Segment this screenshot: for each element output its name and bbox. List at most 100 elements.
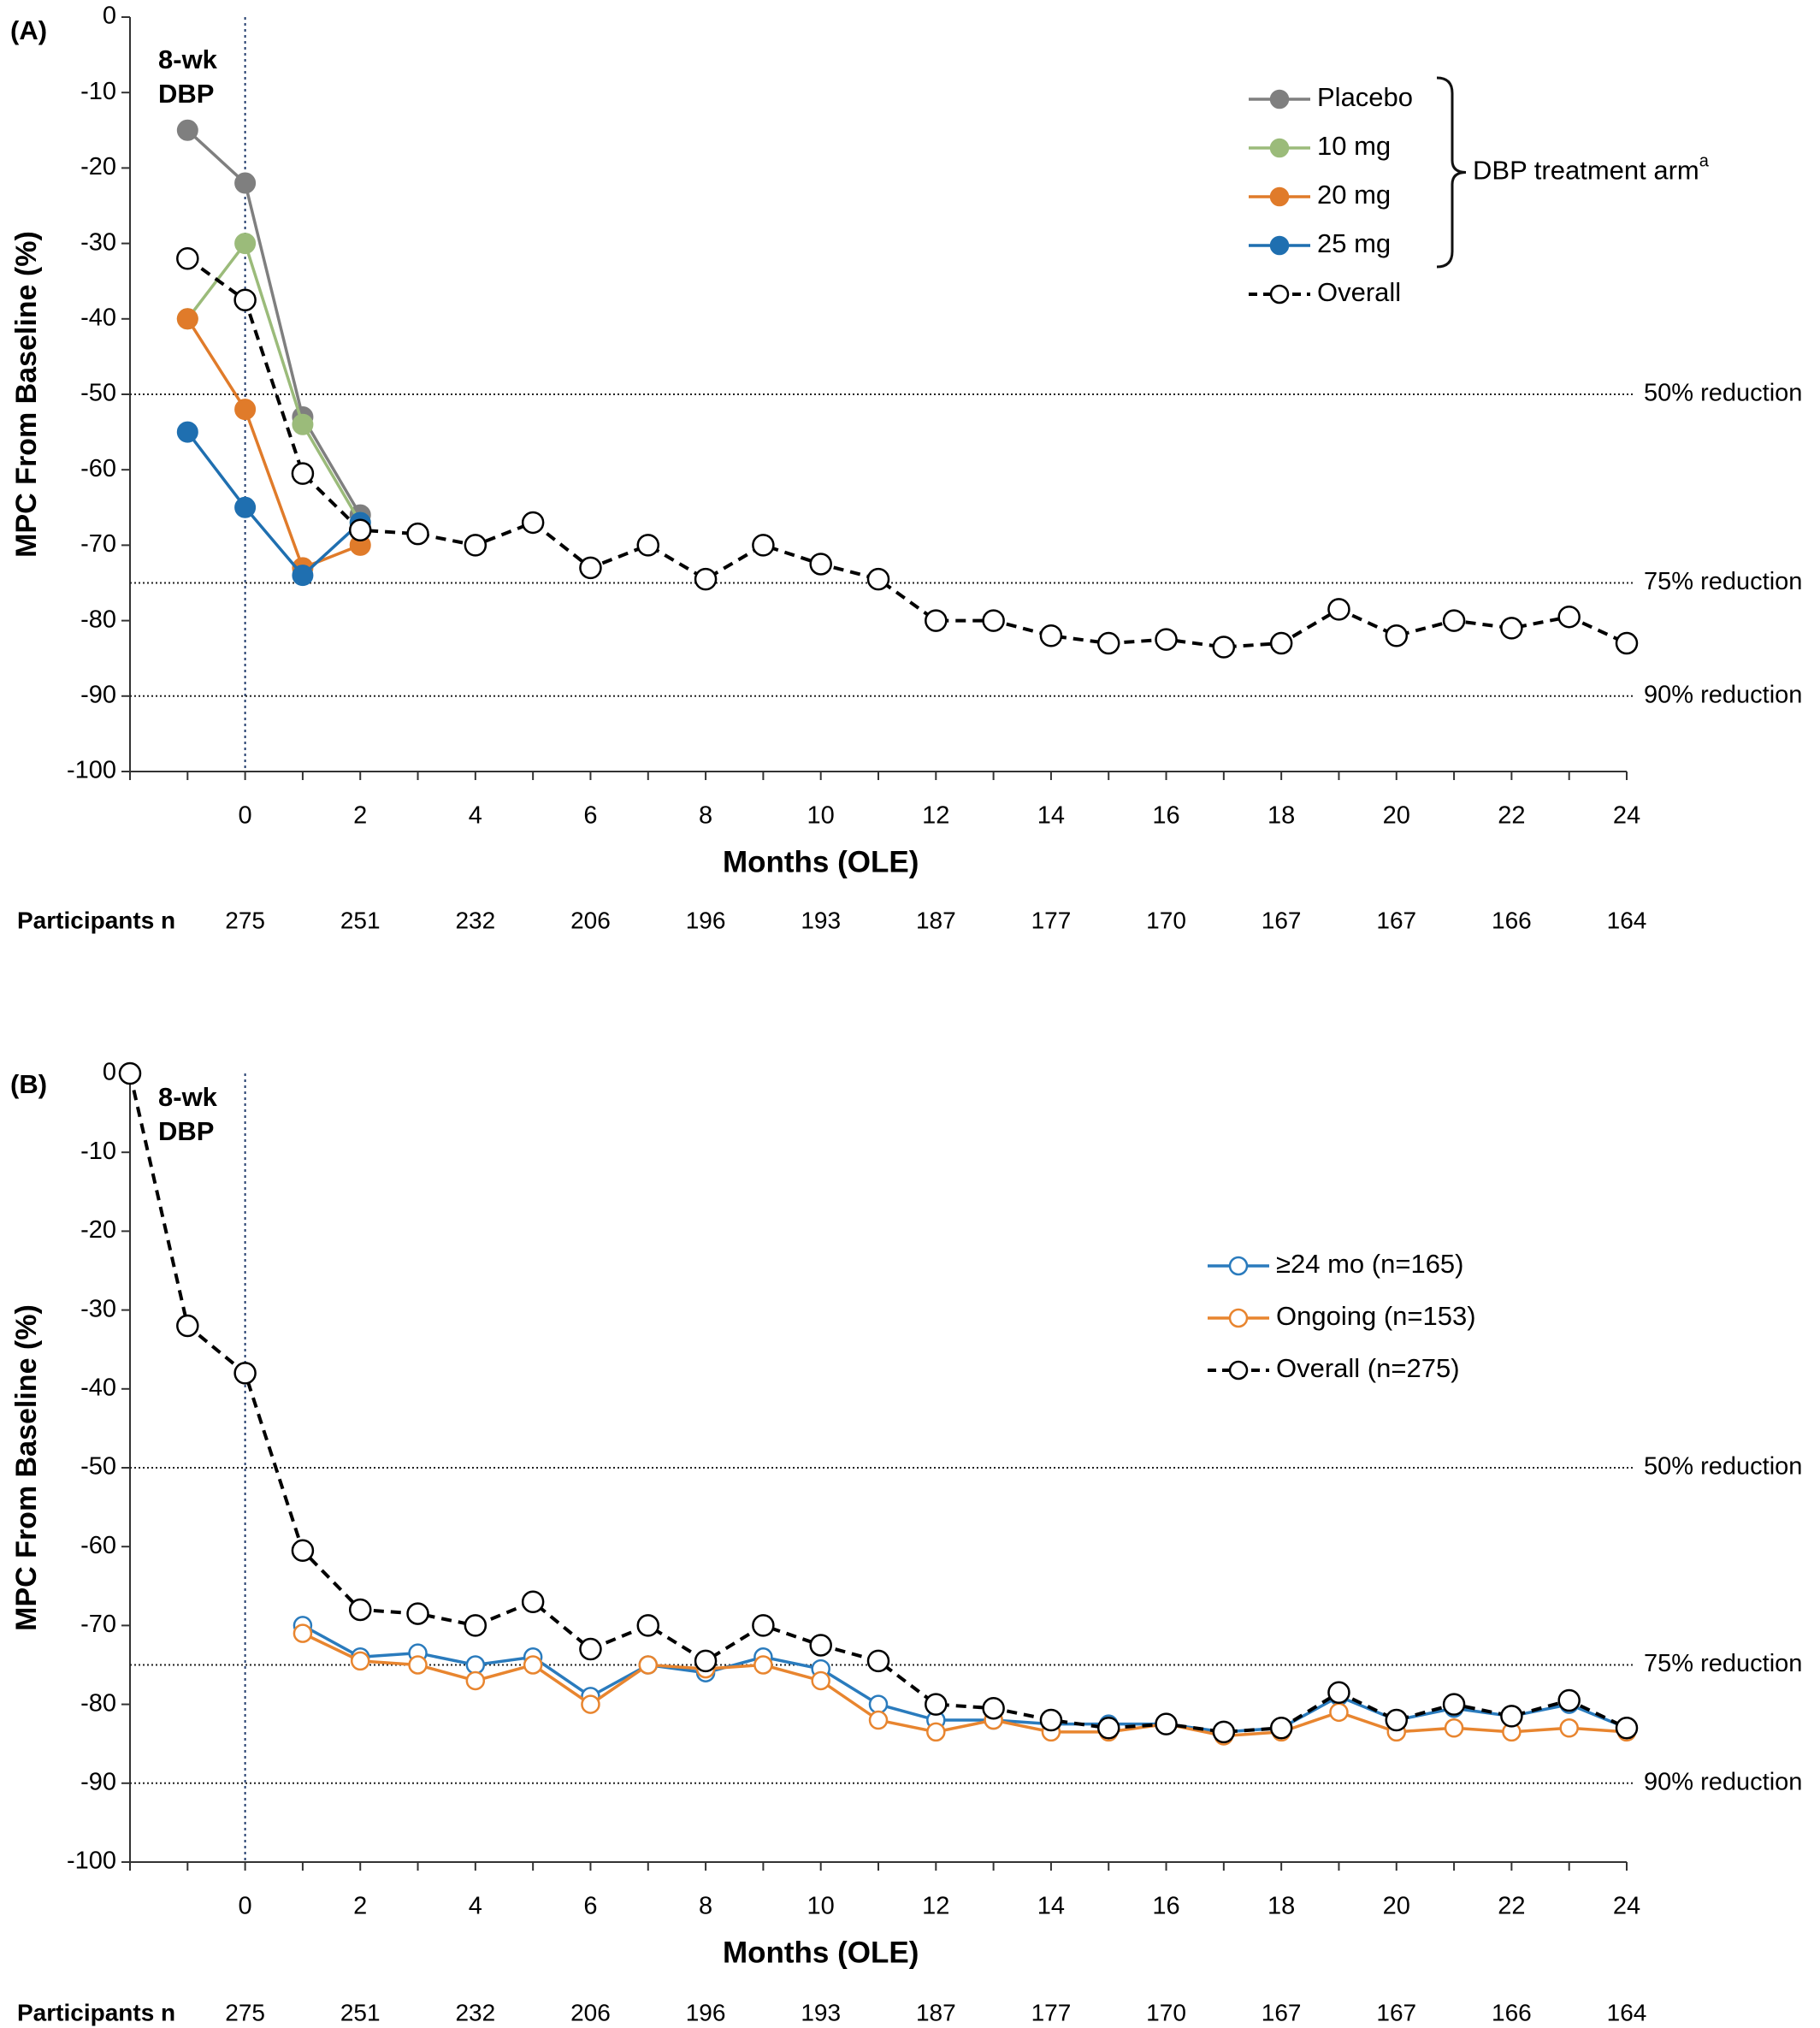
data-point <box>1557 605 1581 629</box>
data-point <box>464 1614 488 1637</box>
legend-marker <box>1269 235 1290 256</box>
participants-count: 251 <box>340 1999 381 2025</box>
series-line <box>302 1623 1628 1734</box>
data-point <box>982 609 1005 632</box>
data-point <box>925 609 948 632</box>
participants-count: 232 <box>455 1999 495 2025</box>
legend-label: 25 mg <box>1317 228 1391 258</box>
data-point <box>1442 1693 1466 1716</box>
x-axis-title: Months (OLE) <box>723 845 919 878</box>
data-point <box>1557 1688 1581 1712</box>
x-tick-label: 6 <box>583 802 597 830</box>
legend-label: 10 mg <box>1317 131 1391 161</box>
data-point <box>579 1637 602 1661</box>
x-axis-title: Months (OLE) <box>723 1936 919 1969</box>
x-tick-label: 10 <box>807 802 835 830</box>
x-tick-label: 22 <box>1498 802 1525 830</box>
dbp-period-label: DBP <box>158 79 214 109</box>
data-point <box>1039 624 1063 647</box>
data-point <box>982 1696 1005 1720</box>
legend-bracket-superscript: a <box>1699 152 1710 171</box>
legend-bracket <box>1436 76 1467 269</box>
data-point <box>176 421 198 443</box>
participants-count: 193 <box>801 1999 841 2025</box>
reference-line-label: 50% reduction <box>1644 380 1802 407</box>
y-tick-label: -40 <box>80 1374 116 1401</box>
participants-count: 232 <box>455 907 495 933</box>
participants-count: 167 <box>1376 907 1416 933</box>
participants-count: 196 <box>686 907 726 933</box>
data-point <box>1096 631 1120 655</box>
dbp-period-label: 8-wk <box>158 1082 218 1112</box>
data-point <box>234 233 257 255</box>
x-tick-label: 4 <box>469 802 482 830</box>
participants-label: Participants n <box>17 907 175 933</box>
legend-marker <box>1228 1308 1249 1328</box>
legend-marker <box>1269 284 1290 304</box>
data-point <box>176 119 198 141</box>
x-tick-label: 10 <box>807 1893 835 1920</box>
y-axis-title: MPC From Baseline (%) <box>10 1304 43 1631</box>
y-tick-label: -60 <box>80 1532 116 1559</box>
data-point <box>866 567 890 591</box>
data-point <box>1155 1712 1178 1735</box>
data-point <box>233 288 257 311</box>
data-point <box>1039 1708 1063 1732</box>
legend-marker <box>1269 138 1290 158</box>
data-point <box>1559 1718 1579 1738</box>
data-point <box>292 1623 313 1643</box>
x-tick-label: 0 <box>239 1893 252 1920</box>
y-tick-label: -70 <box>80 1611 116 1638</box>
data-point <box>752 534 775 557</box>
y-tick-label: -100 <box>67 757 116 784</box>
data-point <box>581 1694 600 1714</box>
participants-count: 193 <box>801 907 841 933</box>
y-tick-label: -30 <box>80 1295 116 1322</box>
data-point <box>694 1649 718 1673</box>
participants-count: 167 <box>1376 1999 1416 2025</box>
data-point <box>176 308 198 330</box>
data-point <box>465 1655 486 1675</box>
data-point <box>1615 1717 1639 1740</box>
data-point <box>925 1693 948 1716</box>
data-point <box>176 246 199 270</box>
legend-label: Overall <box>1317 277 1401 307</box>
x-tick-label: 8 <box>699 1893 712 1920</box>
data-point <box>636 534 660 557</box>
y-tick-label: -10 <box>80 78 116 105</box>
data-point <box>636 1614 660 1637</box>
x-tick-label: 20 <box>1383 802 1410 830</box>
data-point <box>348 1598 372 1622</box>
data-point <box>1500 1705 1523 1728</box>
participants-count: 187 <box>916 1999 956 2025</box>
data-point <box>811 1670 830 1691</box>
data-point <box>1615 631 1639 655</box>
x-tick-label: 20 <box>1383 1893 1410 1920</box>
y-tick-label: -90 <box>80 681 116 708</box>
data-point <box>752 1614 775 1637</box>
data-point <box>1500 617 1523 640</box>
data-point <box>1096 1717 1120 1740</box>
data-point <box>809 553 832 576</box>
legend-label: 20 mg <box>1317 180 1391 210</box>
data-point <box>868 1710 889 1730</box>
legend-label: Ongoing (n=153) <box>1276 1301 1476 1331</box>
data-point <box>406 522 429 546</box>
data-point <box>1329 1702 1349 1723</box>
data-point <box>521 1590 545 1613</box>
data-point <box>1212 636 1236 659</box>
data-point <box>638 1655 659 1675</box>
participants-count: 164 <box>1607 1999 1647 2025</box>
data-point <box>1155 628 1178 651</box>
data-point <box>1269 631 1293 655</box>
series-line <box>186 129 362 517</box>
participants-count: 196 <box>686 1999 726 2025</box>
x-tick-label: 14 <box>1037 802 1065 830</box>
participants-count: 187 <box>916 907 956 933</box>
data-point <box>926 1722 946 1742</box>
participants-label: Participants n <box>17 1999 175 2025</box>
dbp-period-label: 8-wk <box>158 44 218 74</box>
panel-a-chart: (A) 0 -10 -20 -30 -40 -50 -60 -70 -80 -90 -100 MPC F… <box>10 3 1802 934</box>
data-point <box>234 496 257 518</box>
